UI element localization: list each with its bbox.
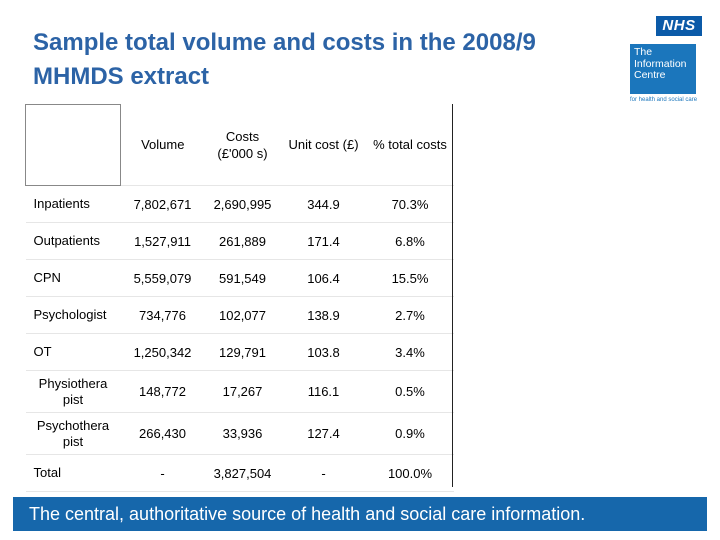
cell-pct: 100.0% bbox=[366, 454, 454, 492]
cell-volume: 1,250,342 bbox=[120, 333, 205, 371]
cell-unit-cost: 138.9 bbox=[280, 296, 367, 334]
cell-pct: 3.4% bbox=[366, 333, 454, 371]
cell-volume: 7,802,671 bbox=[120, 185, 205, 223]
cell-pct: 0.9% bbox=[366, 412, 454, 455]
header-volume: Volume bbox=[120, 104, 205, 186]
table-row: OT 1,250,342 129,791 103.8 3.4% bbox=[25, 333, 454, 371]
row-label: Physiothera pist bbox=[25, 370, 121, 413]
nhs-logo: NHS bbox=[656, 16, 702, 36]
cell-unit-cost: 103.8 bbox=[280, 333, 367, 371]
header-pct-total: % total costs bbox=[366, 104, 454, 186]
information-centre-logo: The Information Centre bbox=[630, 44, 696, 94]
cell-costs: 2,690,995 bbox=[204, 185, 281, 223]
cell-costs: 33,936 bbox=[204, 412, 281, 455]
cell-unit-cost: 106.4 bbox=[280, 259, 367, 297]
cell-unit-cost: - bbox=[280, 454, 367, 492]
cell-unit-cost: 171.4 bbox=[280, 222, 367, 260]
page-title: Sample total volume and costs in the 200… bbox=[33, 29, 536, 90]
table-row: Total - 3,827,504 - 100.0% bbox=[25, 454, 454, 492]
cell-volume: 266,430 bbox=[120, 412, 205, 455]
cell-pct: 2.7% bbox=[366, 296, 454, 334]
row-label: Inpatients bbox=[25, 185, 121, 223]
cell-volume: 734,776 bbox=[120, 296, 205, 334]
cell-costs: 591,549 bbox=[204, 259, 281, 297]
header-row: Volume Costs (£'000 s) Unit cost (£) % t… bbox=[25, 104, 454, 186]
costs-table: Volume Costs (£'000 s) Unit cost (£) % t… bbox=[25, 104, 454, 492]
logo-line: Centre bbox=[634, 69, 666, 81]
logo-line: Information bbox=[634, 57, 687, 70]
cell-unit-cost: 127.4 bbox=[280, 412, 367, 455]
row-label: Psychologist bbox=[25, 296, 121, 334]
header-costs: Costs (£'000 s) bbox=[204, 104, 281, 186]
table-row: Psychologist 734,776 102,077 138.9 2.7% bbox=[25, 296, 454, 334]
cell-pct: 0.5% bbox=[366, 370, 454, 413]
cell-volume: 148,772 bbox=[120, 370, 205, 413]
cell-volume: - bbox=[120, 454, 205, 492]
header-blank bbox=[25, 104, 121, 186]
cell-unit-cost: 116.1 bbox=[280, 370, 367, 413]
cell-costs: 3,827,504 bbox=[204, 454, 281, 492]
logo-line: The bbox=[634, 46, 653, 58]
cell-costs: 129,791 bbox=[204, 333, 281, 371]
row-label: OT bbox=[25, 333, 121, 371]
table-row: Outpatients 1,527,911 261,889 171.4 6.8% bbox=[25, 222, 454, 260]
cell-pct: 70.3% bbox=[366, 185, 454, 223]
logo-tagline: for health and social care bbox=[630, 97, 698, 103]
cell-unit-cost: 344.9 bbox=[280, 185, 367, 223]
row-label: Psychothera pist bbox=[25, 412, 121, 455]
footer-banner: The central, authoritative source of hea… bbox=[13, 497, 707, 531]
cell-pct: 6.8% bbox=[366, 222, 454, 260]
header-unit-cost: Unit cost (£) bbox=[280, 104, 367, 186]
row-label: Total bbox=[25, 454, 121, 492]
table-right-border bbox=[452, 104, 453, 487]
row-label: CPN bbox=[25, 259, 121, 297]
table-row: Inpatients 7,802,671 2,690,995 344.9 70.… bbox=[25, 185, 454, 223]
cell-costs: 17,267 bbox=[204, 370, 281, 413]
nhs-information-centre-logo: NHS The Information Centre for health an… bbox=[630, 16, 702, 103]
table-row: CPN 5,559,079 591,549 106.4 15.5% bbox=[25, 259, 454, 297]
table-row: Psychothera pist 266,430 33,936 127.4 0.… bbox=[25, 412, 454, 455]
cell-volume: 5,559,079 bbox=[120, 259, 205, 297]
cell-volume: 1,527,911 bbox=[120, 222, 205, 260]
table-row: Physiothera pist 148,772 17,267 116.1 0.… bbox=[25, 370, 454, 413]
cell-costs: 261,889 bbox=[204, 222, 281, 260]
row-label: Outpatients bbox=[25, 222, 121, 260]
cell-costs: 102,077 bbox=[204, 296, 281, 334]
cell-pct: 15.5% bbox=[366, 259, 454, 297]
